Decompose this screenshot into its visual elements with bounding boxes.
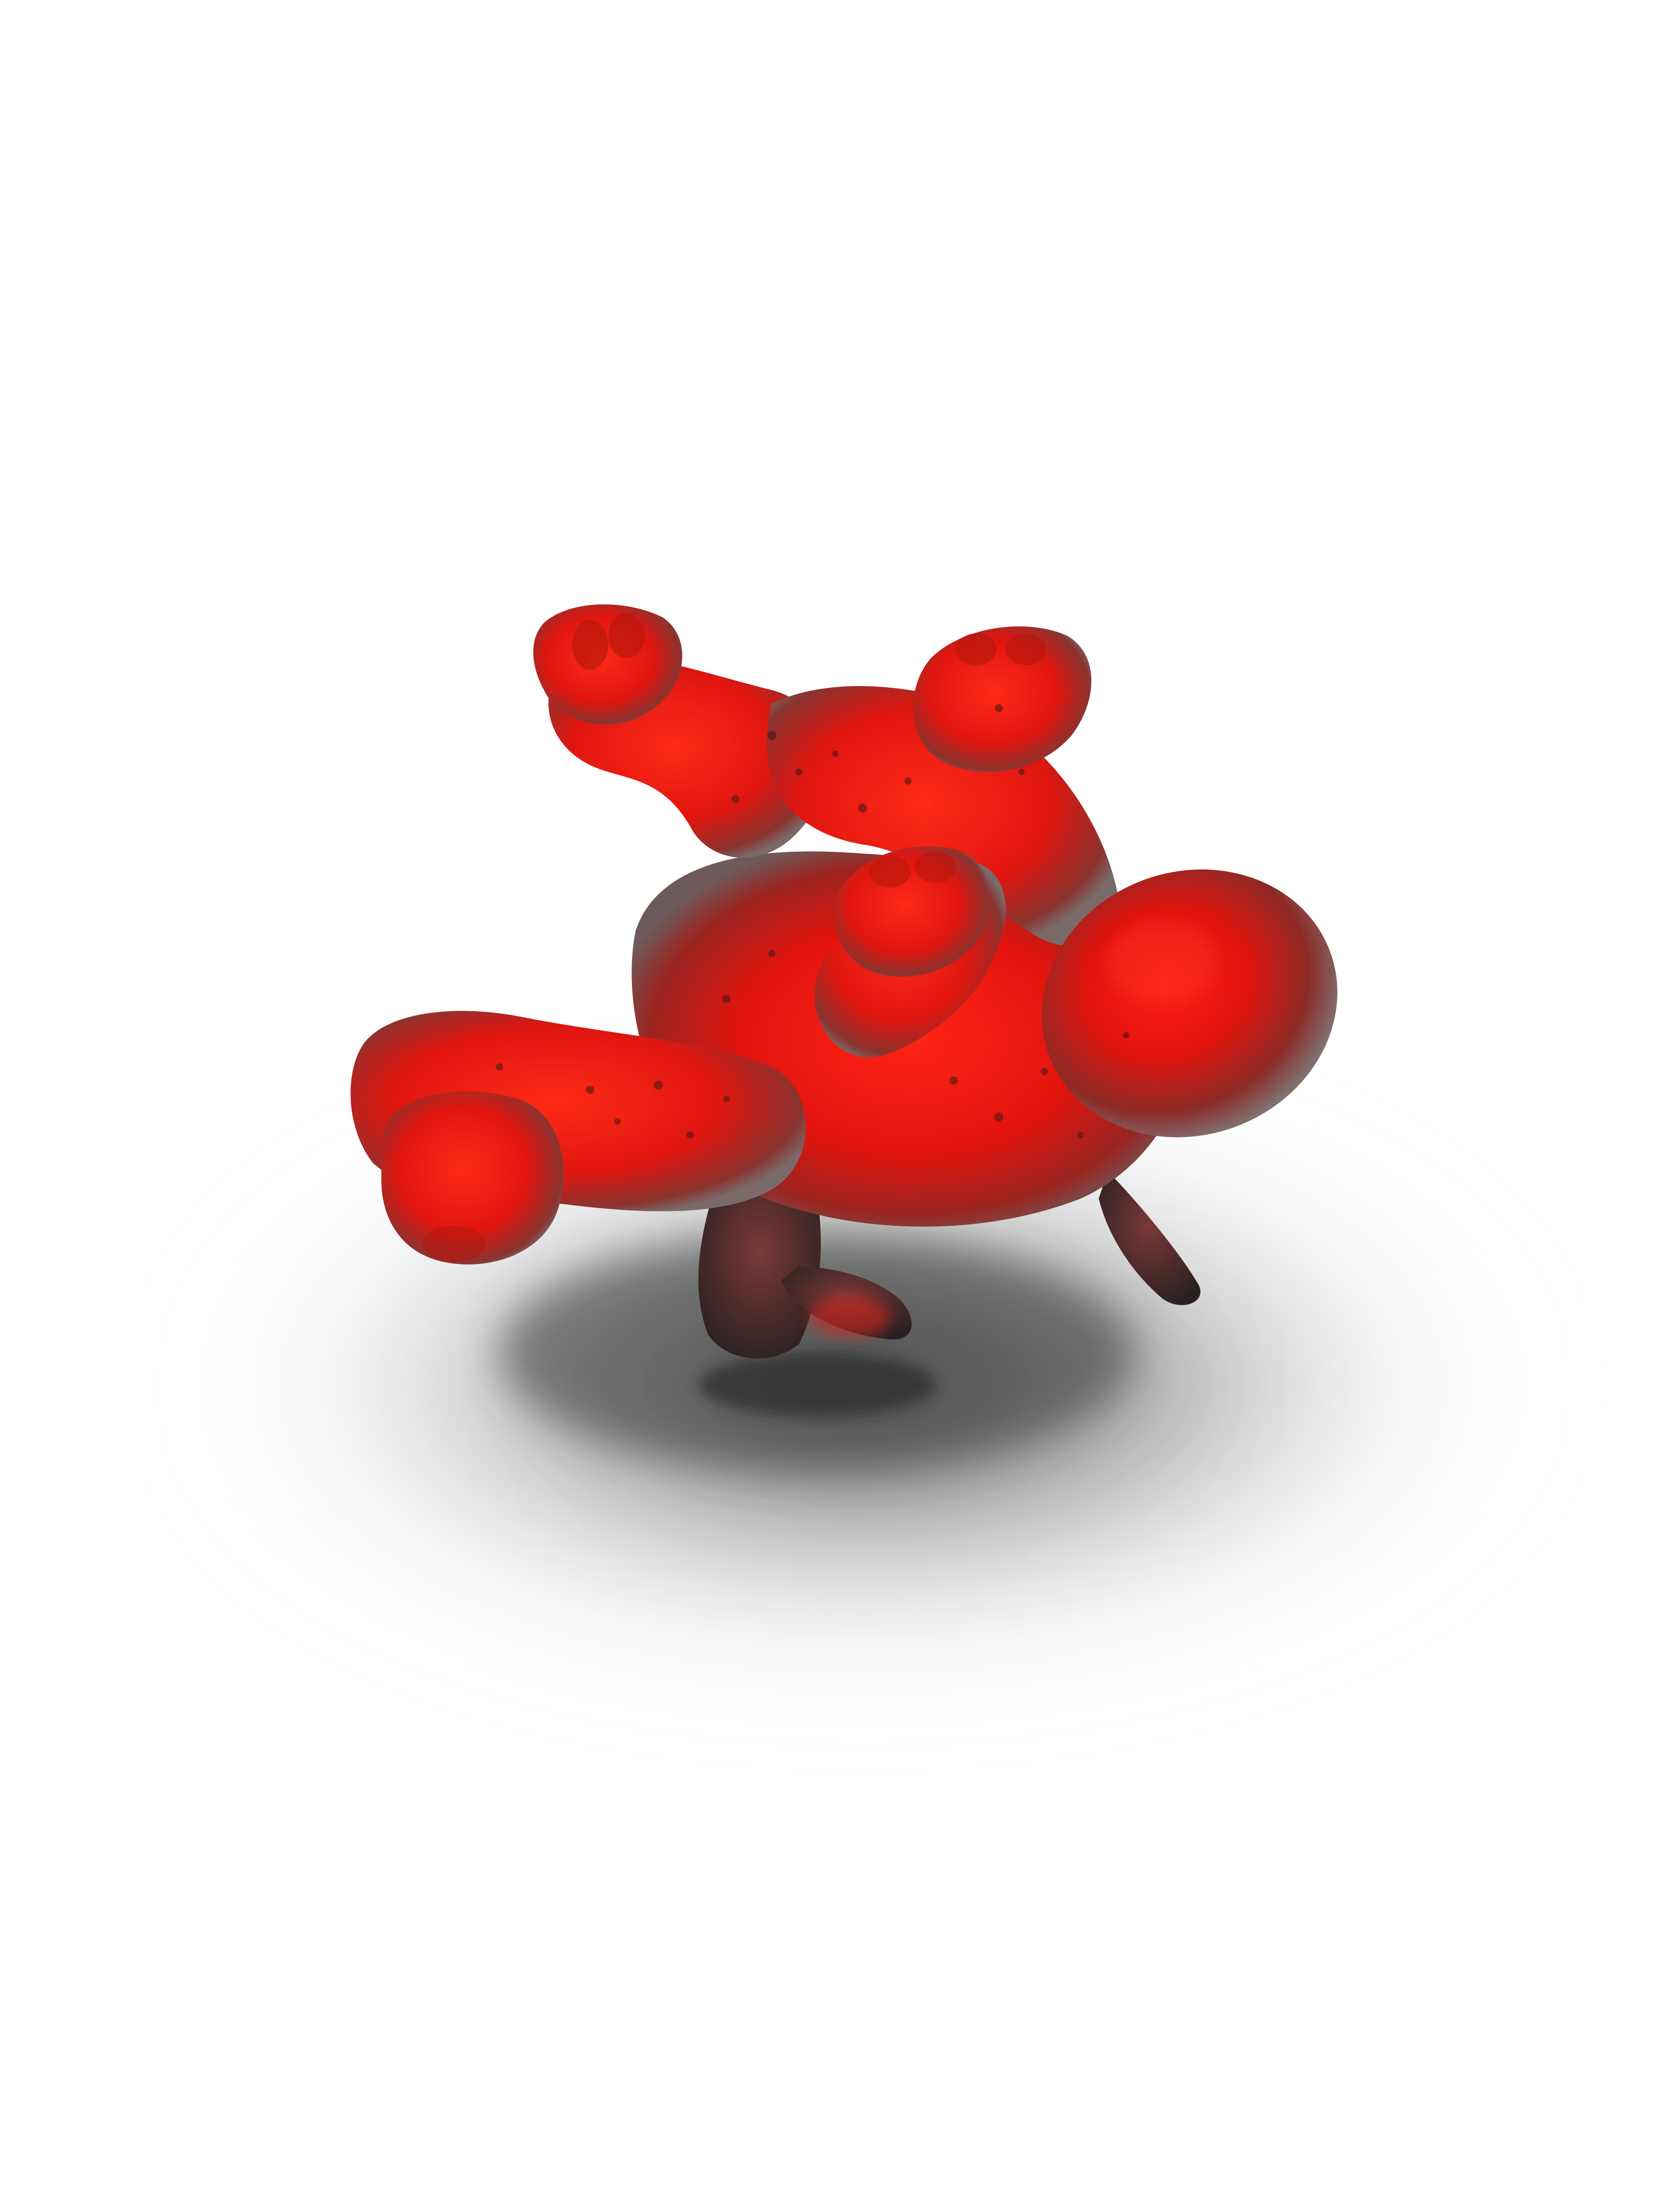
upper-right-leg (767, 626, 1118, 946)
left-arm (351, 1011, 806, 1264)
upper-left-leg (533, 604, 829, 858)
floor-shadow (204, 1103, 1521, 1666)
lower-legs (698, 1171, 1200, 1359)
surface-speckles (496, 704, 1129, 1139)
head (1042, 869, 1338, 1137)
right-arm (815, 846, 1006, 1057)
